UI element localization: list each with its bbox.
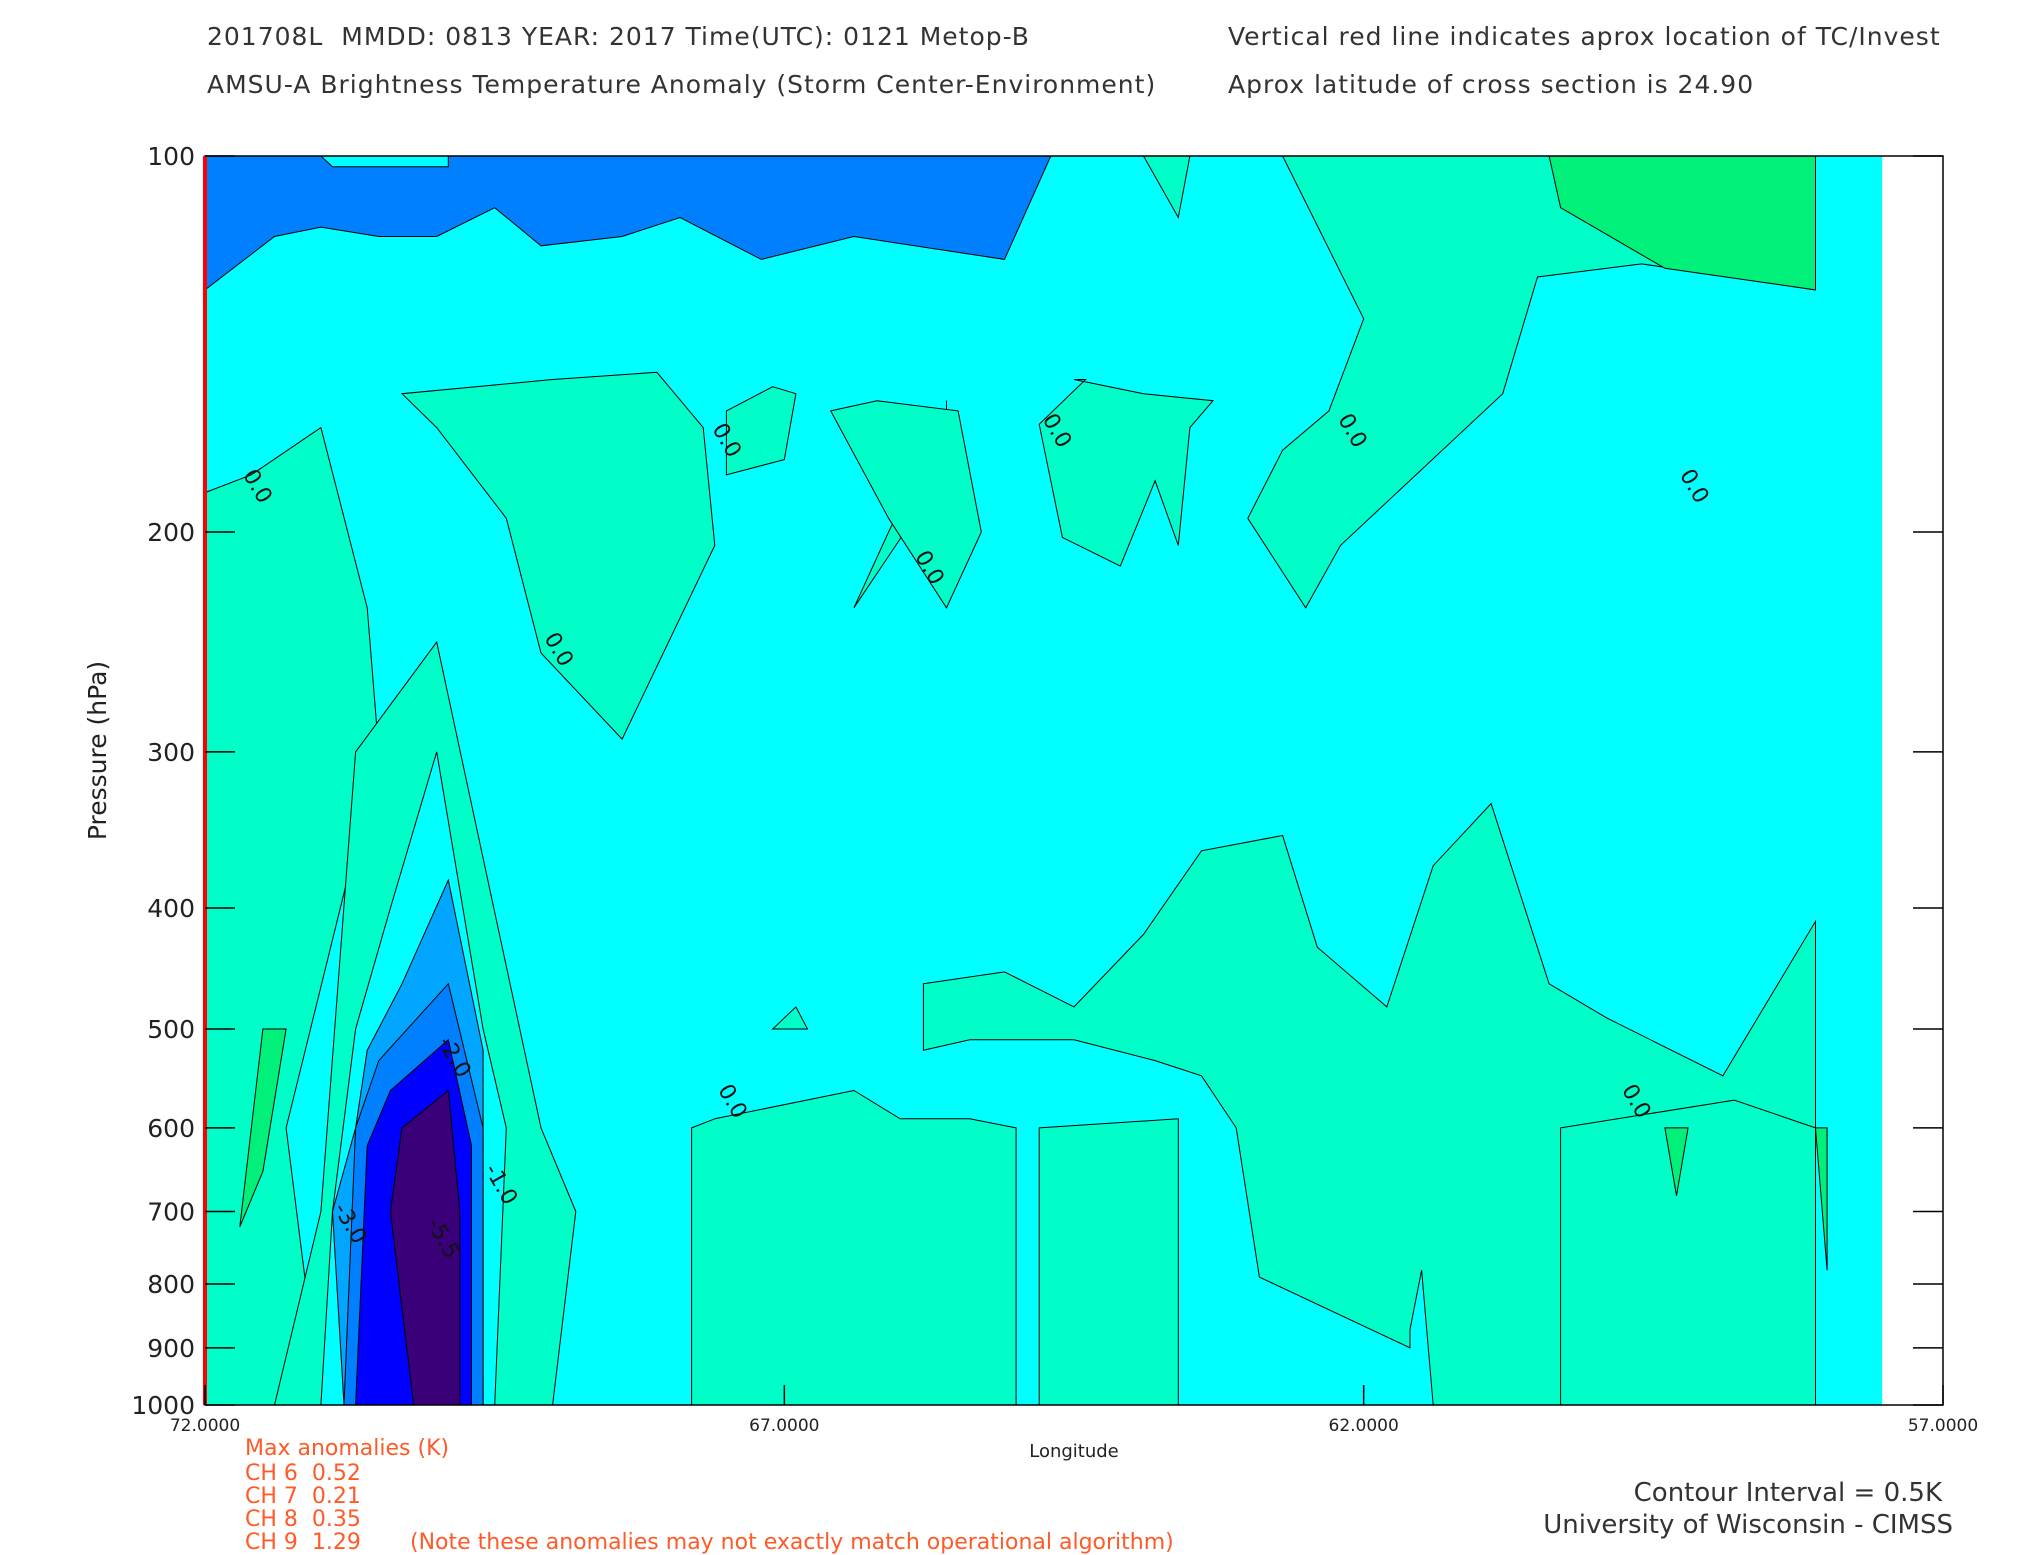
header-line1-right: Vertical red line indicates aprox locati… — [1228, 22, 1941, 51]
channel-8-anomaly: CH 8 0.35 — [245, 1507, 361, 1532]
institution: University of Wisconsin - CIMSS — [1543, 1510, 1953, 1540]
positive-lobe-1 — [400, 371, 716, 740]
x-tick-label: 57.0000 — [1908, 1416, 1978, 1436]
header-line1-left: 201708L MMDD: 0813 YEAR: 2017 Time(UTC):… — [207, 22, 1030, 51]
y-tick-label: 800 — [147, 1270, 195, 1299]
header-line2-right: Aprox latitude of cross section is 24.90 — [1228, 70, 1755, 99]
y-tick-label: 400 — [147, 894, 195, 923]
y-tick-label: 200 — [147, 518, 195, 547]
contour-fills — [204, 155, 1883, 1406]
lower-positive-core-edge — [1814, 1127, 1828, 1271]
lower-positive-core-right — [1664, 1127, 1689, 1196]
lower-positive-4 — [1560, 1099, 1816, 1406]
y-tick-label: 100 — [147, 142, 195, 171]
y-tick-label: 300 — [147, 738, 195, 767]
positive-lobe-4 — [1038, 379, 1215, 567]
channel-7-anomaly: CH 7 0.21 — [245, 1484, 361, 1509]
header-line2-left: AMSU-A Brightness Temperature Anomaly (S… — [207, 70, 1157, 99]
left-positive-core — [239, 1028, 287, 1227]
y-tick-label: 1000 — [131, 1391, 195, 1420]
channel-9-anomaly: CH 9 1.29 — [245, 1530, 361, 1555]
contour-interval: Contour Interval = 0.5K — [1633, 1478, 1942, 1508]
x-axis-label: Longitude — [1029, 1441, 1119, 1462]
positive-lobe-2 — [725, 386, 797, 476]
y-tick-label: 600 — [147, 1114, 195, 1143]
x-tick-label: 62.0000 — [1329, 1416, 1399, 1436]
channel-6-anomaly: CH 6 0.52 — [245, 1461, 361, 1486]
lower-positive-small — [771, 1006, 809, 1030]
max-anomalies-title: Max anomalies (K) — [245, 1436, 450, 1461]
x-tick-label: 67.0000 — [749, 1416, 819, 1436]
y-tick-label: 900 — [147, 1334, 195, 1363]
anomaly-note: (Note these anomalies may not exactly ma… — [410, 1530, 1174, 1555]
upper-gap — [319, 155, 449, 168]
lower-positive-1 — [691, 1089, 1017, 1406]
lower-positive-2 — [1038, 1118, 1179, 1406]
upper-negative-band — [204, 155, 1052, 291]
y-tick-label: 500 — [147, 1015, 195, 1044]
positive-lobe-5 — [829, 400, 982, 609]
y-tick-label: 700 — [147, 1198, 195, 1227]
x-tick-label: 72.0000 — [170, 1416, 240, 1436]
y-axis-label: Pressure (hPa) — [83, 661, 112, 840]
